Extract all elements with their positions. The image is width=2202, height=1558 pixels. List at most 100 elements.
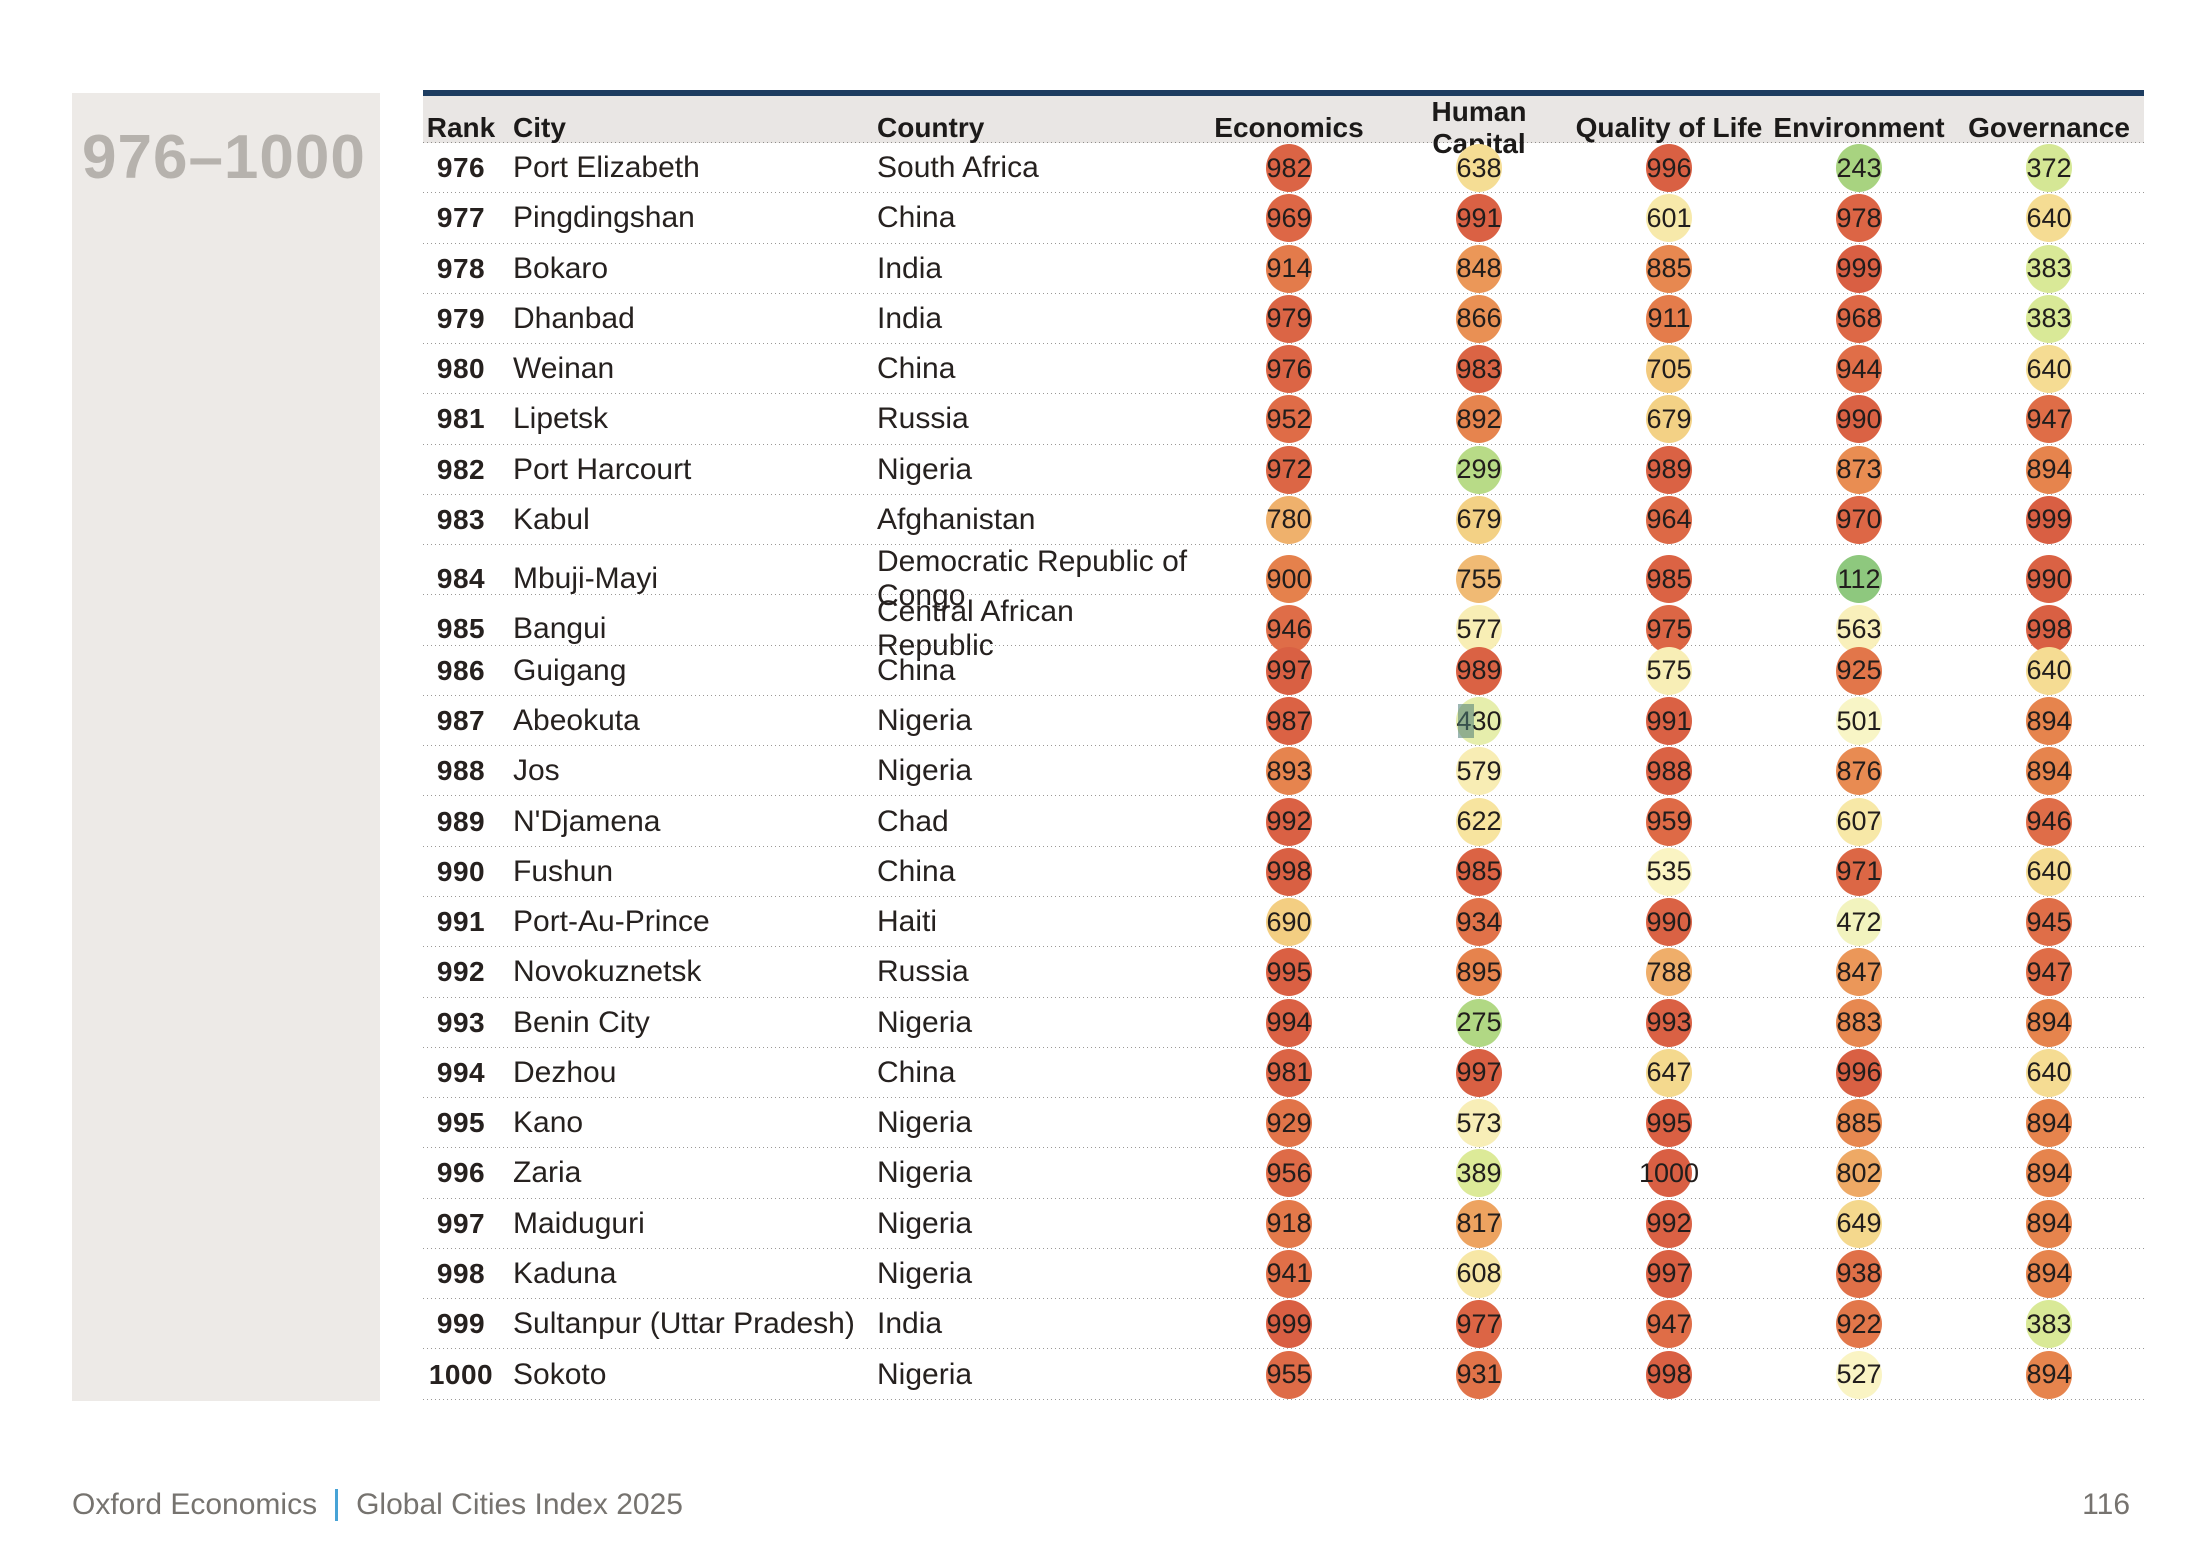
table-row: 983 Kabul Afghanistan 780 679 964 970 999 — [423, 494, 2144, 546]
score-cell: 876 — [1764, 747, 1954, 796]
score-circle: 372 — [2026, 144, 2072, 193]
score-circle: 383 — [2026, 294, 2072, 343]
score-circle: 985 — [1646, 555, 1692, 604]
table-row: 996 Zaria Nigeria 956 389 1000 802 894 — [423, 1148, 2144, 1199]
rank-cell: 982 — [436, 453, 486, 485]
city-cell: Abeokuta — [513, 704, 640, 738]
score-cell: 987 — [1194, 697, 1384, 746]
score-circle: 601 — [1646, 194, 1692, 243]
score-circle: 527 — [1836, 1350, 1882, 1399]
score-circle: 894 — [2026, 1199, 2072, 1248]
score-circle: 990 — [1646, 898, 1692, 947]
country-cell: Nigeria — [877, 1106, 973, 1140]
country-cell: Democratic Republic of Congo — [877, 545, 1188, 613]
score-circle: 947 — [1646, 1300, 1692, 1349]
score-cell: 535 — [1574, 847, 1764, 896]
score-circle: 780 — [1266, 495, 1312, 544]
score-cell: 640 — [1954, 1048, 2144, 1097]
city-cell: Fushun — [513, 854, 614, 888]
score-cell: 112 — [1764, 555, 1954, 604]
score-circle: 802 — [1836, 1149, 1882, 1198]
rank-cell: 985 — [436, 613, 486, 645]
score-circle: 501 — [1836, 697, 1882, 746]
score-cell: 991 — [1384, 194, 1574, 243]
city-cell: Port Elizabeth — [513, 151, 700, 185]
score-cell: 788 — [1574, 948, 1764, 997]
country-cell: Nigeria — [877, 452, 973, 486]
score-cell: 969 — [1194, 194, 1384, 243]
score-circle: 964 — [1646, 495, 1692, 544]
score-circle: 972 — [1266, 445, 1312, 494]
table-row: 992 Novokuznetsk Russia 995 895 788 847 947 — [423, 947, 2144, 998]
rank-cell: 990 — [436, 855, 486, 887]
score-cell: 577 — [1384, 605, 1574, 654]
score-circle: 894 — [2026, 747, 2072, 796]
score-circle: 389 — [1456, 1149, 1502, 1198]
city-cell: Mbuji-Mayi — [513, 562, 659, 596]
score-cell: 997 — [1194, 646, 1384, 695]
country-cell: India — [877, 301, 943, 335]
table-row: 977 Pingdingshan China 969 991 601 978 640 — [423, 193, 2144, 244]
city-cell: Jos — [513, 754, 560, 788]
score-cell: 275 — [1384, 998, 1574, 1047]
score-cell: 938 — [1764, 1249, 1954, 1298]
city-cell: Weinan — [513, 352, 615, 386]
score-cell: 894 — [1954, 1149, 2144, 1198]
score-cell: 989 — [1384, 646, 1574, 695]
score-circle: 944 — [1836, 345, 1882, 394]
score-cell: 679 — [1574, 395, 1764, 444]
score-cell: 383 — [1954, 294, 2144, 343]
city-cell: Lipetsk — [513, 402, 609, 436]
city-cell: Port-Au-Prince — [513, 905, 710, 939]
header-cell-rank: Rank — [426, 112, 496, 143]
score-circle: 981 — [1266, 1048, 1312, 1097]
rank-cell: 987 — [436, 705, 486, 737]
score-cell: 946 — [1194, 605, 1384, 654]
score-cell: 640 — [1954, 646, 2144, 695]
score-circle: 755 — [1456, 555, 1502, 604]
score-circle: 970 — [1836, 495, 1882, 544]
score-cell: 999 — [1764, 244, 1954, 293]
score-circle: 998 — [1646, 1350, 1692, 1399]
rank-cell: 992 — [436, 956, 486, 988]
score-circle: 847 — [1836, 948, 1882, 997]
city-cell: Kaduna — [513, 1256, 617, 1290]
score-cell: 573 — [1384, 1099, 1574, 1148]
score-circle: 990 — [2026, 555, 2072, 604]
rank-cell: 978 — [436, 252, 486, 284]
table-row: 986 Guigang China 997 989 575 925 640 — [423, 645, 2144, 696]
score-cell: 607 — [1764, 797, 1954, 846]
score-cell: 990 — [1954, 555, 2144, 604]
score-circle: 996 — [1646, 144, 1692, 193]
city-cell: N'Djamena — [513, 804, 661, 838]
score-circle: 969 — [1266, 194, 1312, 243]
score-cell: 964 — [1574, 495, 1764, 544]
score-cell: 389 — [1384, 1149, 1574, 1198]
score-cell: 941 — [1194, 1249, 1384, 1298]
score-circle: 894 — [2026, 998, 2072, 1047]
score-cell: 952 — [1194, 395, 1384, 444]
city-cell: Maiduguri — [513, 1206, 645, 1240]
score-circle: 383 — [2026, 1300, 2072, 1349]
country-cell: China — [877, 854, 956, 888]
rank-cell: 997 — [436, 1207, 486, 1239]
score-cell: 885 — [1764, 1099, 1954, 1148]
table-row: 978 Bokaro India 914 848 885 999 383 — [423, 243, 2144, 294]
score-circle: 955 — [1266, 1350, 1312, 1399]
score-circle: 947 — [2026, 948, 2072, 997]
score-cell: 988 — [1574, 747, 1764, 796]
score-cell: 985 — [1574, 555, 1764, 604]
country-cell: Haiti — [877, 905, 938, 939]
score-circle: 535 — [1646, 847, 1692, 896]
city-cell: Benin City — [513, 1005, 650, 1039]
score-cell: 894 — [1954, 998, 2144, 1047]
score-circle: 989 — [1646, 445, 1692, 494]
rank-cell: 996 — [436, 1157, 486, 1189]
country-cell: Nigeria — [877, 704, 973, 738]
score-circle: 430 — [1456, 697, 1502, 746]
country-cell: Nigeria — [877, 1156, 973, 1190]
score-cell: 243 — [1764, 144, 1954, 193]
score-cell: 996 — [1574, 144, 1764, 193]
score-cell: 622 — [1384, 797, 1574, 846]
score-cell: 647 — [1574, 1048, 1764, 1097]
